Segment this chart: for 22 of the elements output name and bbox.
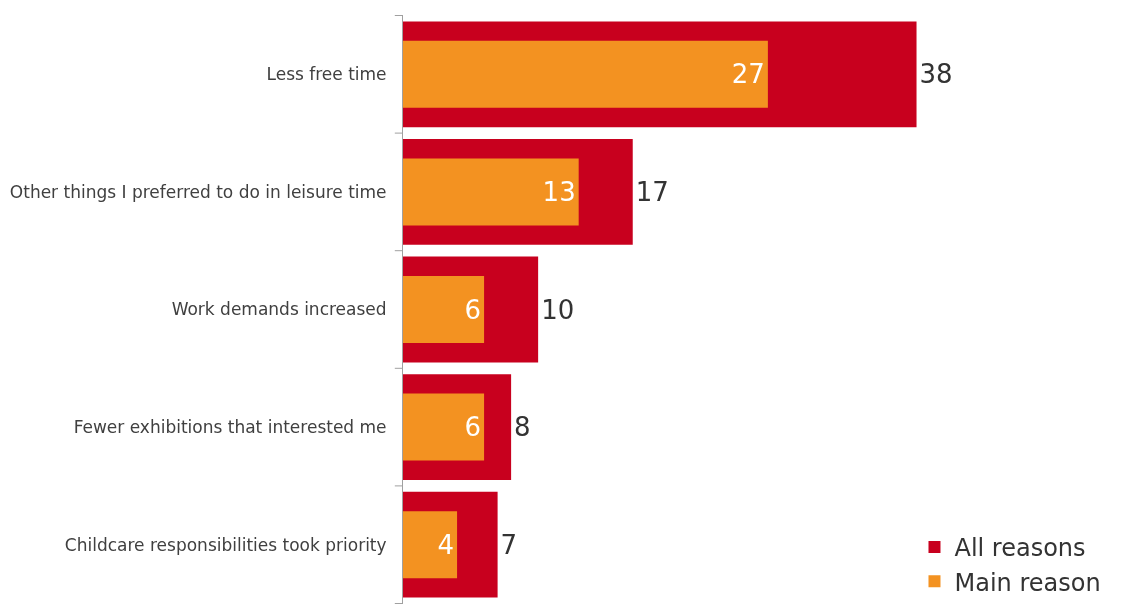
data-label: 6 xyxy=(464,412,482,443)
data-label: 8 xyxy=(514,412,531,443)
y-tick-label: Work demands increased xyxy=(171,299,387,320)
bar xyxy=(403,275,485,344)
y-tick-label: Fewer exhibitions that interested me xyxy=(73,417,387,438)
bar xyxy=(403,158,579,226)
bar xyxy=(403,393,485,461)
data-label: 6 xyxy=(464,294,482,325)
data-label: 7 xyxy=(500,529,518,560)
data-label: 13 xyxy=(542,176,576,207)
bar xyxy=(403,40,768,108)
legend-label: Main reason xyxy=(954,568,1101,597)
y-tick-label: Other things I preferred to do in leisure time xyxy=(9,181,387,202)
data-label: 10 xyxy=(541,294,575,325)
legend-label: All reasons xyxy=(954,534,1086,563)
data-label: 4 xyxy=(437,529,455,560)
data-label: 38 xyxy=(919,59,953,90)
y-tick-label: Less free time xyxy=(266,64,387,85)
data-label: 27 xyxy=(731,59,765,90)
data-label: 17 xyxy=(635,176,669,207)
y-tick-label: Childcare responsibilities took priority xyxy=(64,534,387,555)
bar xyxy=(403,511,458,579)
